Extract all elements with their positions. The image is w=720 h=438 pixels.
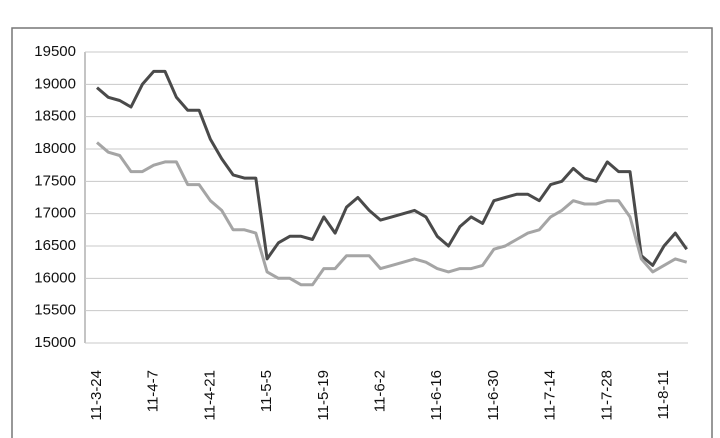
- y-tick-label: 18000: [34, 140, 76, 157]
- y-tick-label: 18500: [34, 108, 76, 125]
- y-tick-label: 16500: [34, 237, 76, 254]
- y-tick-label: 17000: [34, 205, 76, 222]
- y-tick-label: 15000: [34, 334, 76, 351]
- x-tick-label: 11-4-21: [201, 370, 218, 421]
- series-line: [96, 141, 688, 287]
- y-tick-label: 19500: [34, 43, 76, 60]
- x-tick-label: 11-6-2: [371, 370, 388, 412]
- y-tick-label: 19000: [34, 75, 76, 92]
- y-tick-label: 15500: [34, 302, 76, 319]
- x-tick-label: 11-6-16: [428, 370, 445, 421]
- x-tick-label: 11-6-30: [485, 370, 502, 421]
- x-tick-label: 11-4-7: [145, 370, 162, 412]
- x-tick-label: 11-8-11: [655, 370, 672, 419]
- chart-frame: [11, 27, 713, 438]
- x-tick-label: 11-7-28: [598, 370, 615, 421]
- x-tick-label: 11-5-5: [258, 370, 275, 412]
- x-tick-label: 11-5-19: [315, 370, 332, 421]
- y-tick-label: 16000: [34, 269, 76, 286]
- y-tick-label: 17500: [34, 172, 76, 189]
- x-tick-label: 11-3-24: [88, 370, 105, 421]
- series-line: [96, 69, 688, 267]
- x-tick-label: 11-7-14: [542, 370, 559, 421]
